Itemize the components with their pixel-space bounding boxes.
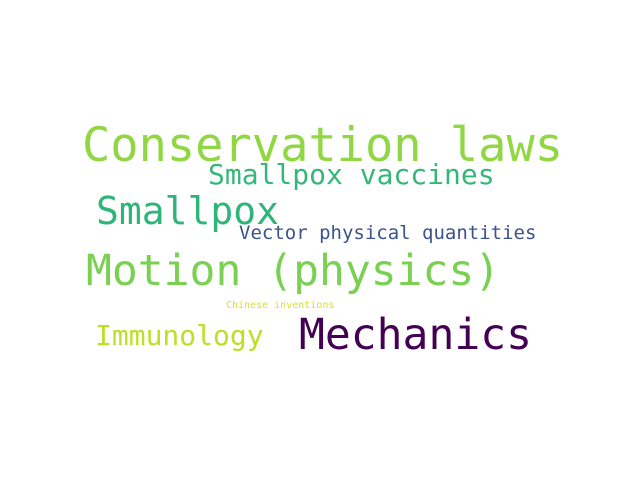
word-motion-physics: Motion (physics)	[86, 246, 501, 296]
word-conservation-laws: Conservation laws	[82, 118, 564, 173]
word-smallpox-vaccines: Smallpox vaccines	[208, 158, 495, 191]
word-mechanics: Mechanics	[299, 310, 532, 360]
word-chinese-inventions: Chinese inventions	[226, 300, 335, 311]
word-immunology: Immunology	[95, 319, 264, 352]
word-smallpox: Smallpox	[96, 189, 280, 233]
word-vector-physical-quantities: Vector physical quantities	[239, 222, 537, 244]
